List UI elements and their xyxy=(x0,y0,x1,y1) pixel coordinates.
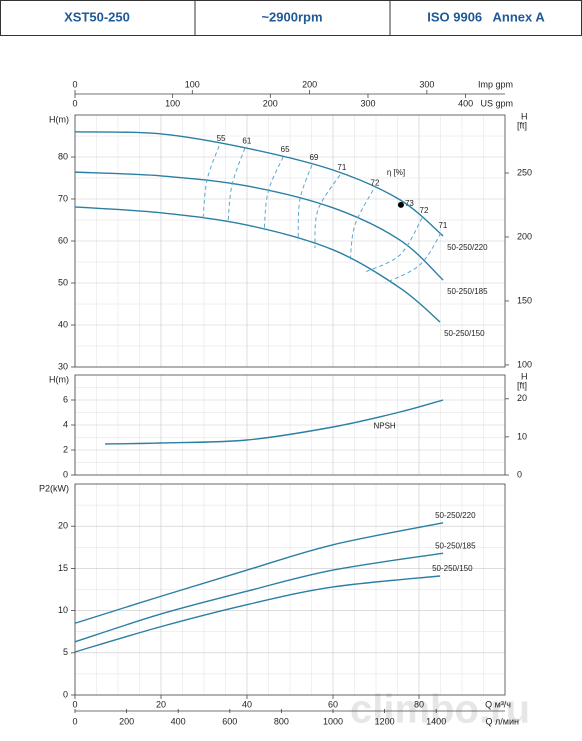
y-axis-label: P2(kW) xyxy=(39,483,69,493)
y2-tick-label: 0 xyxy=(517,469,522,479)
y2-axis-label: H xyxy=(521,371,528,381)
y2-tick-label: 250 xyxy=(517,167,532,177)
efficiency-label: 61 xyxy=(242,136,251,145)
y2-tick-label: 150 xyxy=(517,295,532,305)
curve xyxy=(105,399,444,445)
x2-tick-label: 1400 xyxy=(426,716,446,726)
top-tick-label: 200 xyxy=(263,98,278,108)
x-tick-label: 20 xyxy=(156,699,166,709)
x2-axis-label: Q л/мин xyxy=(486,716,519,726)
efficiency-line xyxy=(227,148,246,223)
x2-tick-label: 600 xyxy=(222,716,237,726)
curve xyxy=(74,522,444,624)
y-tick-label: 50 xyxy=(58,277,68,287)
y2-tick-label: 100 xyxy=(517,359,532,369)
y-tick-label: 6 xyxy=(63,394,68,404)
efficiency-label: 73 xyxy=(405,199,414,208)
top-tick-label: 300 xyxy=(419,79,434,89)
speed: ~2900rpm xyxy=(261,9,322,24)
x-tick-label: 60 xyxy=(328,699,338,709)
x2-tick-label: 800 xyxy=(274,716,289,726)
x-tick-label: 80 xyxy=(414,699,424,709)
y2-axis-label: [ft] xyxy=(517,120,527,130)
plot-frame xyxy=(74,374,506,476)
top-tick-label: 100 xyxy=(185,79,200,89)
curve xyxy=(74,552,444,643)
efficiency-label: 69 xyxy=(309,153,318,162)
x2-tick-label: 0 xyxy=(72,716,77,726)
efficiency-label: 71 xyxy=(438,221,447,230)
top-axis-label: Imp gpm xyxy=(478,79,513,89)
x2-tick-label: 200 xyxy=(119,716,134,726)
curve-label: 50-250/220 xyxy=(435,511,476,520)
efficiency-line xyxy=(314,174,341,249)
x2-tick-label: 400 xyxy=(171,716,186,726)
y2-tick-label: 10 xyxy=(517,431,527,441)
curve-label: 50-250/220 xyxy=(447,243,488,252)
x2-tick-label: 1200 xyxy=(375,716,395,726)
plot-frame xyxy=(74,114,506,368)
curve-label: NPSH xyxy=(373,421,395,430)
y-tick-label: 30 xyxy=(58,361,68,371)
efficiency-line xyxy=(364,217,423,273)
x2-tick-label: 1000 xyxy=(323,716,343,726)
y2-tick-label: 20 xyxy=(517,393,527,403)
efficiency-line xyxy=(384,232,442,284)
y-tick-label: 15 xyxy=(58,563,68,573)
y-tick-label: 2 xyxy=(63,444,68,454)
y-tick-label: 5 xyxy=(63,647,68,657)
curve xyxy=(74,171,444,281)
efficiency-line xyxy=(202,145,220,218)
top-tick-label: 400 xyxy=(458,98,473,108)
curve xyxy=(74,575,441,653)
top-tick-label: 100 xyxy=(165,98,180,108)
top-tick-label: 300 xyxy=(360,98,375,108)
curve-label: 50-250/185 xyxy=(447,287,488,296)
y-tick-label: 10 xyxy=(58,605,68,615)
y2-tick-label: 200 xyxy=(517,231,532,241)
efficiency-label: 72 xyxy=(420,206,429,215)
efficiency-title: η [%] xyxy=(387,168,405,177)
efficiency-label: 55 xyxy=(217,134,226,143)
x-axis-label: Q м³/ч xyxy=(485,699,511,709)
curve-label: 50-250/185 xyxy=(435,541,476,550)
efficiency-line xyxy=(349,189,374,260)
x-tick-label: 0 xyxy=(72,699,77,709)
top-tick-label: 0 xyxy=(72,79,77,89)
y-tick-label: 60 xyxy=(58,235,68,245)
y-axis-label: H(m) xyxy=(49,114,69,124)
y-tick-label: 20 xyxy=(58,521,68,531)
y-tick-label: 40 xyxy=(58,319,68,329)
y-tick-label: 80 xyxy=(58,151,68,161)
y2-axis-label: H xyxy=(521,111,528,121)
efficiency-label: 65 xyxy=(281,145,290,154)
curve xyxy=(74,206,441,323)
top-tick-label: 200 xyxy=(302,79,317,89)
top-axis-label: US gpm xyxy=(480,98,513,108)
standard: ISO 9906 Annex A xyxy=(427,9,545,24)
curve xyxy=(74,131,444,237)
efficiency-label: 72 xyxy=(371,178,380,187)
y2-axis-label: [ft] xyxy=(517,380,527,390)
bep-point xyxy=(397,201,404,208)
y-axis-label: H(m) xyxy=(49,374,69,384)
y-tick-label: 0 xyxy=(63,689,68,699)
efficiency-line xyxy=(297,164,313,241)
curve-label: 50-250/150 xyxy=(444,329,485,338)
top-tick-label: 0 xyxy=(72,98,77,108)
efficiency-line xyxy=(263,156,284,231)
y-tick-label: 4 xyxy=(63,419,68,429)
y-tick-label: 0 xyxy=(63,469,68,479)
plot-frame xyxy=(74,483,506,696)
efficiency-label: 71 xyxy=(337,163,346,172)
curve-label: 50-250/150 xyxy=(432,564,473,573)
model: XST50-250 xyxy=(64,9,130,24)
x-tick-label: 40 xyxy=(242,699,252,709)
y-tick-label: 70 xyxy=(58,193,68,203)
